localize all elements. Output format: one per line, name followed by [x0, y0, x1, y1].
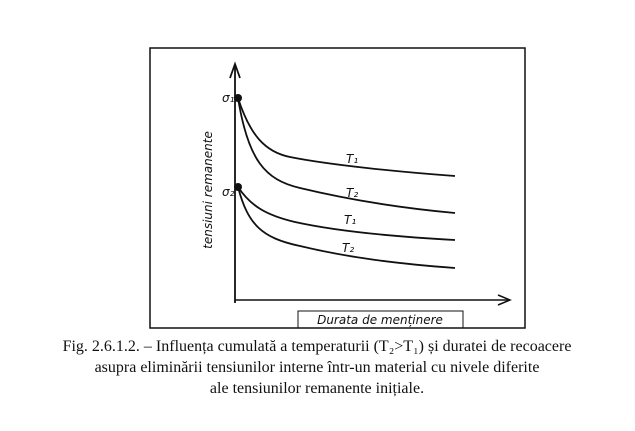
- caption-line: ale tensiunilor remanente inițiale.: [210, 380, 424, 397]
- curve: [237, 97, 456, 177]
- start-point: [234, 183, 242, 191]
- caption-line: Fig. 2.6.1.2. – Influența cumulată a tem…: [63, 338, 572, 355]
- point-label: σ₁: [222, 91, 235, 105]
- curve-label: T₁: [344, 213, 356, 227]
- curve-label: T₁: [346, 152, 358, 166]
- y-arrow: [229, 61, 241, 79]
- caption-line: asupra eliminării tensiunilor interne în…: [95, 359, 540, 376]
- x-label: Durata de menținere: [317, 313, 443, 327]
- x-arrow: [497, 294, 512, 306]
- x-label-box: [297, 310, 464, 329]
- curve: [237, 97, 456, 214]
- curve: [237, 186, 456, 241]
- point-label: σ₂: [222, 185, 235, 199]
- start-point: [234, 94, 242, 102]
- curve-label: T₂: [342, 241, 354, 255]
- y-label: tensiuni remanente: [201, 131, 215, 249]
- curve: [237, 186, 456, 269]
- curve-label: T₂: [346, 186, 358, 200]
